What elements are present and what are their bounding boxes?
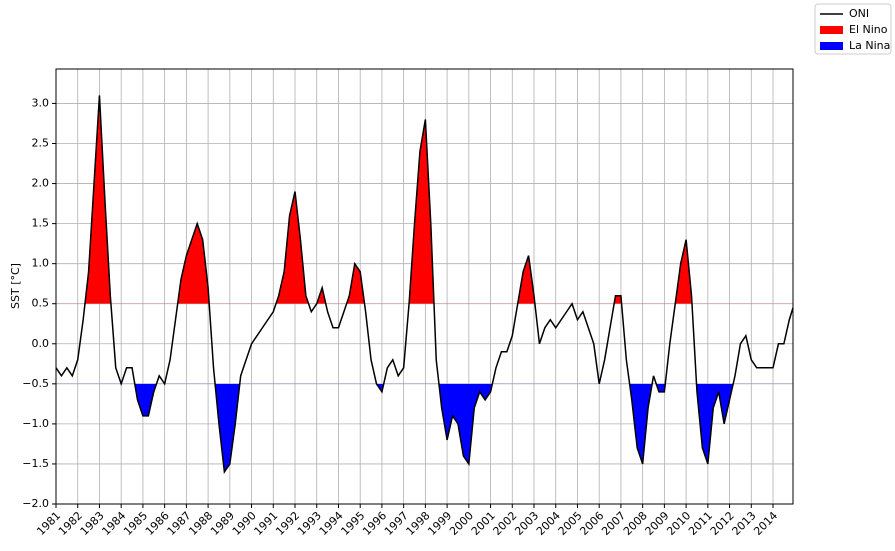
x-tick-label: 2013 [730, 509, 759, 538]
x-tick-label: 1988 [186, 509, 215, 538]
legend-label: El Nino [849, 23, 888, 36]
y-tick-label: −1.5 [22, 457, 49, 470]
x-tick-label: 2000 [447, 509, 476, 538]
x-tick-label: 2014 [751, 509, 780, 538]
x-tick-label: 1983 [78, 509, 107, 538]
legend-swatch [820, 26, 843, 34]
x-tick-label: 1981 [34, 509, 63, 538]
x-tick-label: 2002 [491, 509, 520, 538]
x-tick-label: 2012 [708, 509, 737, 538]
x-tick-label: 2004 [534, 509, 563, 538]
legend-label: ONI [849, 7, 869, 20]
y-tick-label: −2.0 [22, 497, 49, 510]
x-tick-label: 1994 [317, 509, 346, 538]
x-tick-label: 2011 [686, 509, 715, 538]
y-tick-label: 3.0 [32, 96, 50, 109]
x-tick-label: 1998 [404, 509, 433, 538]
legend-swatch [820, 42, 843, 50]
x-tick-label: 1989 [208, 509, 237, 538]
x-tick-label: 2007 [599, 509, 628, 538]
y-tick-label: 2.5 [32, 137, 50, 150]
x-tick-label: 1993 [295, 509, 324, 538]
x-tick-label: 2003 [512, 509, 541, 538]
x-tick-label: 1995 [338, 509, 367, 538]
y-tick-label: 1.5 [32, 217, 50, 230]
x-tick-label: 2008 [621, 509, 650, 538]
plot-frame [55, 68, 794, 505]
x-tick-label: 1987 [165, 509, 194, 538]
legend-box [814, 3, 892, 55]
y-tick-label: 0.5 [32, 297, 50, 310]
x-tick-label: 1992 [273, 509, 302, 538]
legend: ONI El Nino La Nina [814, 3, 892, 55]
x-tick-label: 1984 [99, 509, 128, 538]
y-tick-label: 1.0 [32, 257, 50, 270]
oni-line [55, 95, 794, 475]
x-tick-label: 1990 [230, 509, 259, 538]
x-tick-label: 1986 [143, 509, 172, 538]
y-tick-label: 0.0 [32, 337, 50, 350]
y-axis-label: SST [°C] [9, 263, 22, 309]
y-tick-label: 2.0 [32, 177, 50, 190]
x-tick-label: 1985 [121, 509, 150, 538]
legend-label: La Nina [849, 39, 890, 52]
y-tick-label: −1.0 [22, 417, 49, 430]
x-tick-label: 1991 [252, 509, 281, 538]
x-tick-label: 1999 [425, 509, 454, 538]
x-tick-label: 1982 [56, 509, 85, 538]
x-tick-label: 1996 [360, 509, 389, 538]
x-tick-label: 2010 [664, 509, 693, 538]
y-tick-label: −0.5 [22, 377, 49, 390]
el-nino-fill [84, 95, 692, 304]
x-tick-label: 2006 [577, 509, 606, 538]
x-tick-label: 1997 [382, 509, 411, 538]
x-tick-label: 2001 [469, 509, 498, 538]
x-tick-label: 2005 [556, 509, 585, 538]
x-tick-label: 2009 [643, 509, 672, 538]
